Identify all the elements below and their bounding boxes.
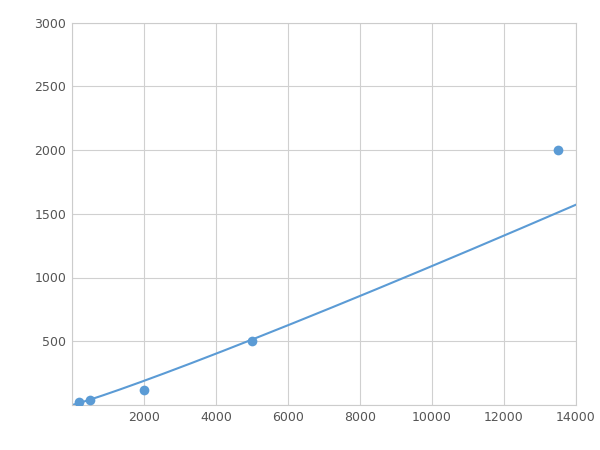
Point <box>247 338 257 345</box>
Point <box>553 146 563 153</box>
Point <box>85 396 95 404</box>
Point <box>139 386 149 393</box>
Point <box>74 399 84 406</box>
